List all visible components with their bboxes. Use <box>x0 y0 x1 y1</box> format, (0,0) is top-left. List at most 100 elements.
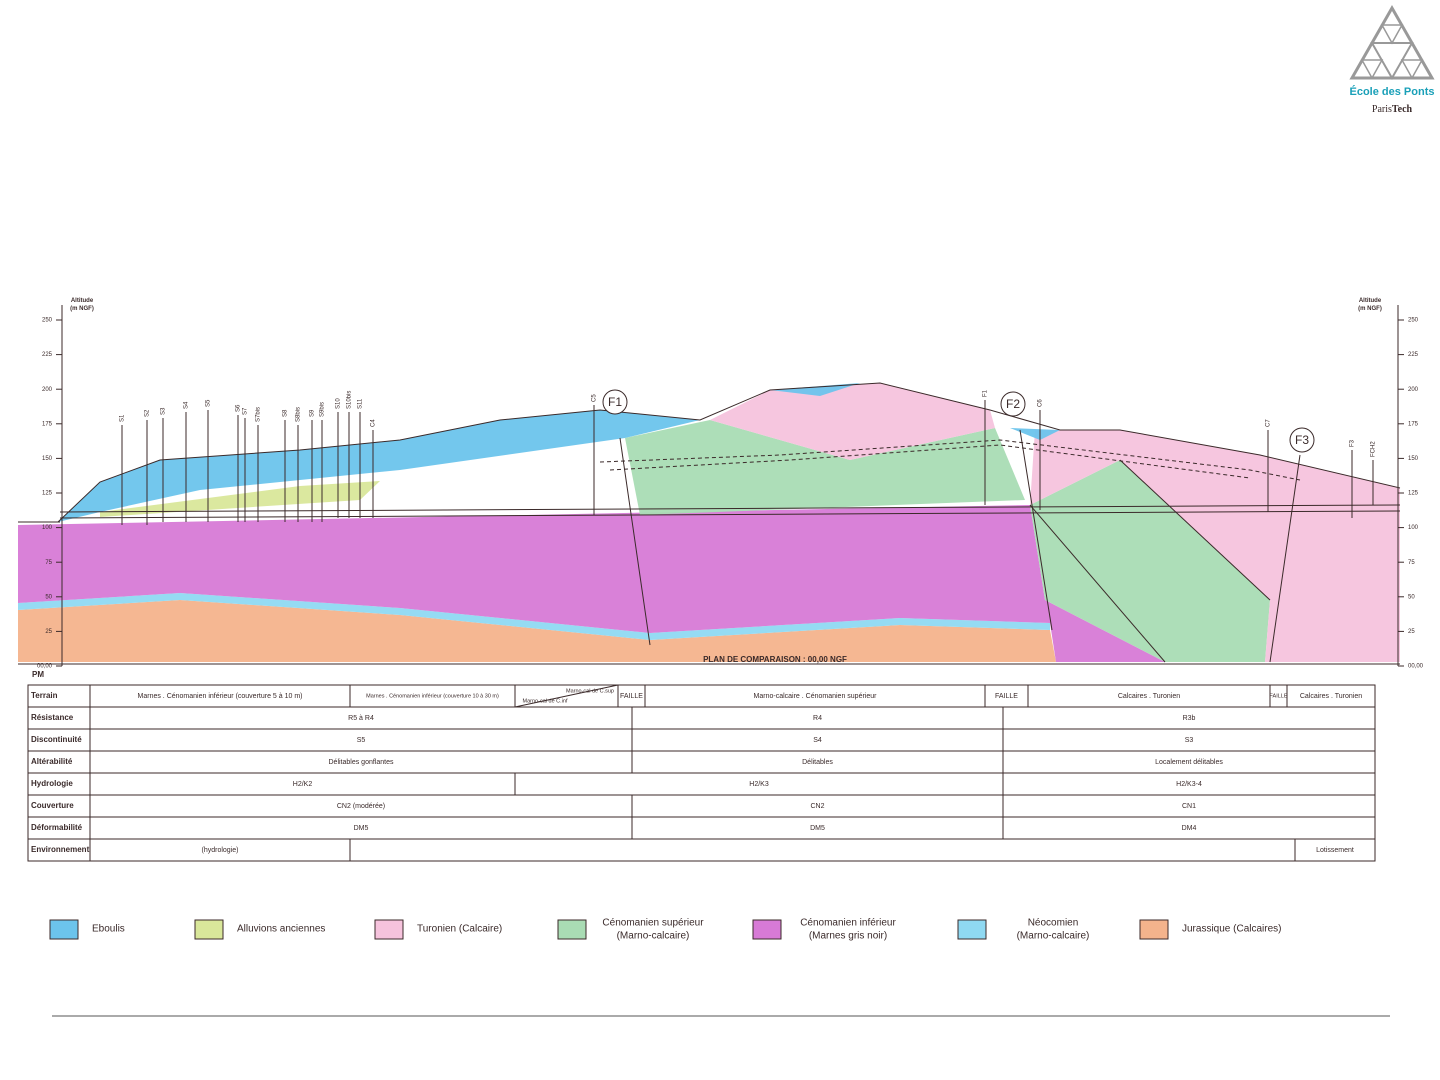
borehole-label: F3 <box>1350 439 1356 447</box>
layer-eboulis <box>770 383 860 396</box>
pm-label: PM <box>32 670 44 679</box>
water-level <box>599 439 1301 481</box>
cell-text: Marno-calcaire . Cénomanien supérieur <box>754 693 878 700</box>
fault-label: F3 <box>1295 433 1309 447</box>
legend-swatch <box>49 919 79 940</box>
left-tick-label: 175 <box>42 421 53 427</box>
cell-text: Lotissement <box>1316 847 1354 854</box>
row-label: Déformabilité <box>31 823 83 832</box>
table-cell <box>1294 838 1376 862</box>
fault-marker <box>1000 391 1026 417</box>
borehole-label: S11 <box>358 398 364 409</box>
cross-section: Altitude (m NGF) Altitude (m NGF) PLAN DE … <box>18 298 1424 679</box>
legend-note: (Marno-calcaire) <box>617 931 690 942</box>
borehole-label: S10 <box>336 398 342 409</box>
cell-text: FAILLE <box>620 693 643 700</box>
left-tick-label: 25 <box>45 629 52 635</box>
right-tick-label: 200 <box>1408 387 1419 393</box>
borehole-label: F1 <box>983 389 989 397</box>
logo-mark <box>1380 24 1404 45</box>
right-tick-label: 25 <box>1408 629 1415 635</box>
cell-text: Marnes . Cénomanien inférieur (couvertur… <box>366 693 499 699</box>
legend-label: Néocomien <box>1028 918 1079 929</box>
legend-label: Eboulis <box>92 924 125 935</box>
left-tick-label: 50 <box>45 594 52 600</box>
layer-neocomien <box>18 593 1050 640</box>
row-label: Couverture <box>31 801 74 810</box>
logo-sub: ParisTech <box>1372 104 1413 115</box>
layer-turonien <box>1030 430 1400 662</box>
ground-line <box>57 382 1401 523</box>
contact-line <box>1119 459 1271 601</box>
cell-text: R3b <box>1183 715 1196 722</box>
cell-text: Calcaires . Turonien <box>1118 693 1180 700</box>
borehole-label: S5 <box>206 399 212 407</box>
cell-text: Délitables <box>802 759 833 766</box>
borehole-label: S7bis <box>256 407 262 422</box>
row-label: Résistance <box>31 713 74 722</box>
reference-plane: PLAN DE COMPARAISON : 00,00 NGF <box>703 655 847 664</box>
cell-text: (hydrologie) <box>202 847 239 854</box>
cell-text: CN2 (modérée) <box>337 803 385 810</box>
table-cell <box>349 838 1296 862</box>
cell-text: H2/K3 <box>749 781 769 788</box>
legend-note: (Marnes gris noir) <box>809 931 887 942</box>
left-tick-label: 225 <box>42 352 53 358</box>
legend-label: Cénomanien inférieur <box>800 918 896 929</box>
borehole-label: S2 <box>145 409 151 417</box>
layer-cenomanien-inf <box>18 505 1165 662</box>
borehole-label: S3 <box>161 407 167 415</box>
row-label: Environnement <box>31 845 90 854</box>
contact-line <box>1029 504 1166 663</box>
borehole-label: C5 <box>592 394 598 402</box>
table: Terrain Marnes . Cénomanien inférieur (co… <box>27 684 1376 862</box>
cell-text: FAILLE <box>1269 693 1287 699</box>
borehole-label: S7 <box>243 407 249 415</box>
row-label: Altérabilité <box>31 757 73 766</box>
cell-text: S4 <box>813 737 822 744</box>
right-tick-label: 225 <box>1408 352 1419 358</box>
fault-marker <box>1289 427 1315 453</box>
legend-swatch <box>957 919 987 940</box>
cell-text: S3 <box>1185 737 1194 744</box>
fault-label: F2 <box>1006 397 1020 411</box>
logo-sub-light: Paris <box>1372 104 1392 115</box>
borehole-label: S6 <box>236 404 242 412</box>
left-tick-label: 125 <box>42 491 53 497</box>
axis-title-line: (m NGF) <box>70 306 94 312</box>
legend-label: Jurassique (Calcaires) <box>1182 924 1281 935</box>
cell-text: Délitables gonflantes <box>329 759 394 766</box>
legend-swatch <box>194 919 224 940</box>
left-tick-label: 250 <box>42 318 53 324</box>
axis-title: Altitude (m NGF) <box>1358 298 1382 312</box>
borehole-label: C7 <box>1266 419 1272 427</box>
cell-text: DM5 <box>354 825 369 832</box>
borehole-label: C6 <box>1038 399 1044 407</box>
row-label: Terrain <box>31 691 58 700</box>
borehole-label: S10bis <box>347 391 353 409</box>
cell-text: R5 à R4 <box>348 715 374 722</box>
cell-text: CN2 <box>810 803 824 810</box>
left-tick-label: 150 <box>42 456 53 462</box>
row-label: Hydrologie <box>31 779 73 788</box>
cell-text: Marno-cal de C.inf <box>523 698 568 704</box>
cell-text: H2/K2 <box>293 781 313 788</box>
axis-title-line: (m NGF) <box>1358 306 1382 312</box>
cell-text: FAILLE <box>995 693 1018 700</box>
cell-text: Marnes . Cénomanien inférieur (couvertur… <box>138 693 303 700</box>
right-tick-label: 50 <box>1408 594 1415 600</box>
legend-swatch <box>557 919 587 940</box>
axis-title-line: Altitude <box>1359 298 1382 304</box>
legend-label: Turonien (Calcaire) <box>417 924 502 935</box>
cell-text: DM4 <box>1182 825 1197 832</box>
right-tick-label: 00,00 <box>1408 664 1424 670</box>
layer-eboulis <box>1010 428 1060 440</box>
cell-text: S5 <box>357 737 366 744</box>
fault-line <box>1019 429 1053 631</box>
borehole-label: S4 <box>184 401 190 409</box>
borehole-label: S9bis <box>320 402 326 417</box>
logo-mark <box>1400 59 1424 80</box>
